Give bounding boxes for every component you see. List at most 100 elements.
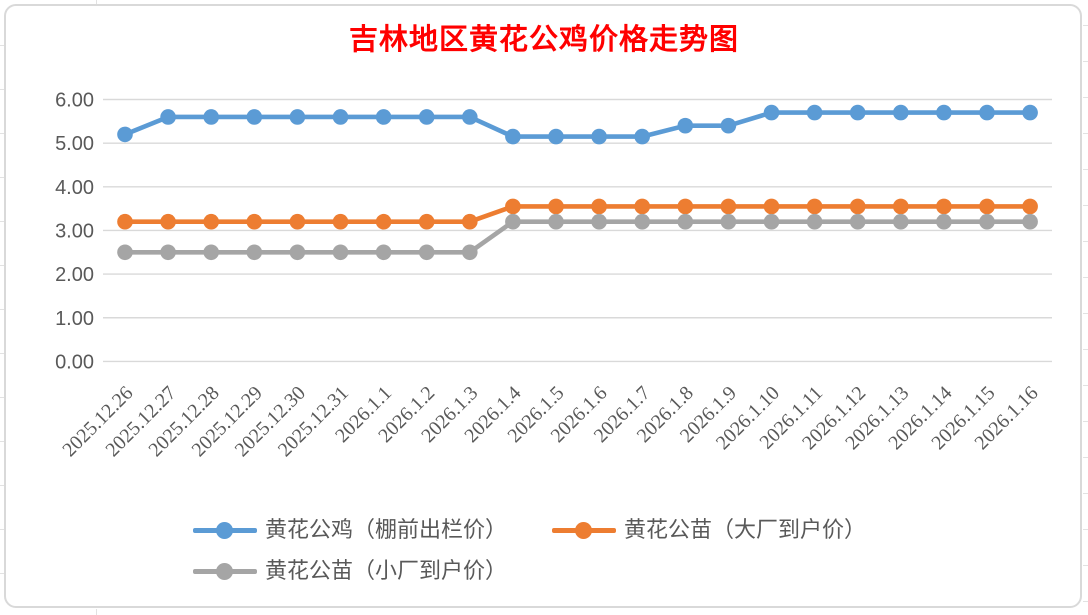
data-point-marker bbox=[677, 198, 694, 215]
legend-line-marker-swatch bbox=[193, 562, 257, 580]
sheet-gridline-segment bbox=[0, 45, 4, 46]
data-point-marker bbox=[979, 104, 995, 121]
series-line-2 bbox=[122, 204, 1033, 225]
data-point-marker bbox=[979, 198, 995, 215]
y-axis-label: 4.00 bbox=[55, 177, 94, 199]
sheet-gridline-segment bbox=[0, 353, 4, 354]
sheet-gridline-segment bbox=[1083, 349, 1088, 350]
sheet-gridline-segment bbox=[0, 265, 4, 266]
sheet-gridline-segment bbox=[96, 0, 97, 4]
legend-line-marker-swatch bbox=[552, 521, 616, 539]
data-point-marker bbox=[332, 109, 349, 125]
data-point-marker bbox=[160, 213, 176, 230]
data-point-marker bbox=[1022, 104, 1038, 121]
data-point-marker bbox=[720, 213, 737, 230]
data-point-marker bbox=[849, 104, 866, 121]
data-point-marker bbox=[160, 244, 176, 261]
data-point-marker bbox=[806, 198, 823, 215]
data-point-marker bbox=[203, 213, 219, 230]
data-point-marker bbox=[720, 117, 737, 134]
sheet-gridline-segment bbox=[1083, 529, 1088, 530]
data-point-marker bbox=[806, 104, 823, 121]
data-point-marker bbox=[763, 213, 780, 230]
data-point-marker bbox=[979, 213, 995, 230]
data-point-marker bbox=[936, 198, 952, 215]
data-point-marker bbox=[634, 128, 650, 145]
sheet-gridline-segment bbox=[0, 221, 4, 222]
data-point-marker bbox=[591, 198, 607, 215]
data-point-marker bbox=[203, 109, 219, 125]
data-point-marker bbox=[332, 244, 349, 261]
data-point-marker bbox=[418, 213, 435, 230]
sheet-gridline-segment bbox=[1083, 565, 1088, 566]
data-point-marker bbox=[677, 213, 694, 230]
data-point-marker bbox=[893, 198, 909, 215]
sheet-gridline-segment bbox=[1083, 133, 1088, 134]
data-point-marker bbox=[332, 213, 349, 230]
data-point-marker bbox=[548, 213, 564, 230]
y-axis-label: 6.00 bbox=[55, 90, 94, 112]
data-point-marker bbox=[677, 117, 694, 134]
data-point-marker bbox=[893, 104, 909, 121]
y-axis-label: 3.00 bbox=[55, 220, 94, 242]
data-point-marker bbox=[806, 213, 823, 230]
y-axis-label: 2.00 bbox=[55, 264, 94, 286]
sheet-gridline-segment bbox=[1083, 313, 1088, 314]
series-line-1 bbox=[122, 110, 1033, 139]
legend-label: 黄花公鸡（棚前出栏价） bbox=[265, 517, 508, 542]
sheet-gridline-segment bbox=[0, 441, 4, 442]
data-point-marker bbox=[160, 109, 176, 125]
chart-title: 吉林地区黄花公鸡价格走势图 bbox=[348, 24, 739, 56]
data-point-marker bbox=[849, 198, 866, 215]
sheet-gridline-segment bbox=[0, 133, 4, 134]
sheet-gridline-segment bbox=[1083, 61, 1088, 62]
sheet-gridline-segment bbox=[1083, 169, 1088, 170]
sheet-gridline-segment bbox=[1083, 385, 1088, 386]
y-axis-label: 5.00 bbox=[55, 133, 94, 155]
sheet-gridline-segment bbox=[1083, 493, 1088, 494]
data-point-marker bbox=[936, 104, 952, 121]
legend-label: 黄花公苗（小厂到户价） bbox=[265, 558, 508, 583]
data-point-marker bbox=[203, 244, 219, 261]
data-point-marker bbox=[117, 213, 133, 230]
sheet-gridline-segment bbox=[0, 529, 4, 530]
sheet-gridline-segment bbox=[1083, 421, 1088, 422]
sheet-gridline-segment bbox=[0, 573, 4, 574]
sheet-gridline-segment bbox=[1083, 25, 1088, 26]
series-line-3 bbox=[122, 219, 1033, 255]
data-point-marker bbox=[505, 128, 521, 145]
data-point-marker bbox=[462, 109, 478, 125]
data-point-marker bbox=[893, 213, 909, 230]
sheet-gridline-segment bbox=[1083, 97, 1088, 98]
y-axis-label: 0.00 bbox=[55, 351, 94, 373]
data-point-marker bbox=[375, 213, 392, 230]
data-point-marker bbox=[548, 128, 564, 145]
sheet-gridline-segment bbox=[1083, 457, 1088, 458]
data-point-marker bbox=[720, 198, 737, 215]
sheet-gridline-segment bbox=[1083, 277, 1088, 278]
data-point-marker bbox=[289, 109, 306, 125]
legend-line-marker-swatch bbox=[193, 521, 257, 539]
data-point-marker bbox=[289, 213, 306, 230]
data-point-marker bbox=[418, 109, 435, 125]
sheet-gridline-segment bbox=[0, 485, 4, 486]
data-point-marker bbox=[117, 244, 133, 261]
data-point-marker bbox=[1022, 198, 1038, 215]
legend-item-series-3: 黄花公苗（小厂到户价） bbox=[193, 559, 507, 583]
sheet-gridline-segment bbox=[1083, 601, 1088, 602]
data-point-marker bbox=[246, 109, 263, 125]
sheet-gridline-segment bbox=[0, 309, 4, 310]
data-point-marker bbox=[375, 109, 392, 125]
legend-item-series-2: 黄花公苗（大厂到户价） bbox=[552, 518, 866, 542]
data-point-marker bbox=[117, 126, 133, 143]
data-point-marker bbox=[591, 128, 607, 145]
chart-object[interactable] bbox=[4, 4, 1082, 608]
sheet-gridline-segment bbox=[0, 397, 4, 398]
data-point-marker bbox=[634, 198, 650, 215]
data-point-marker bbox=[462, 244, 478, 261]
data-point-marker bbox=[418, 244, 435, 261]
sheet-gridline-segment bbox=[1083, 205, 1088, 206]
data-point-marker bbox=[462, 213, 478, 230]
data-point-marker bbox=[591, 213, 607, 230]
